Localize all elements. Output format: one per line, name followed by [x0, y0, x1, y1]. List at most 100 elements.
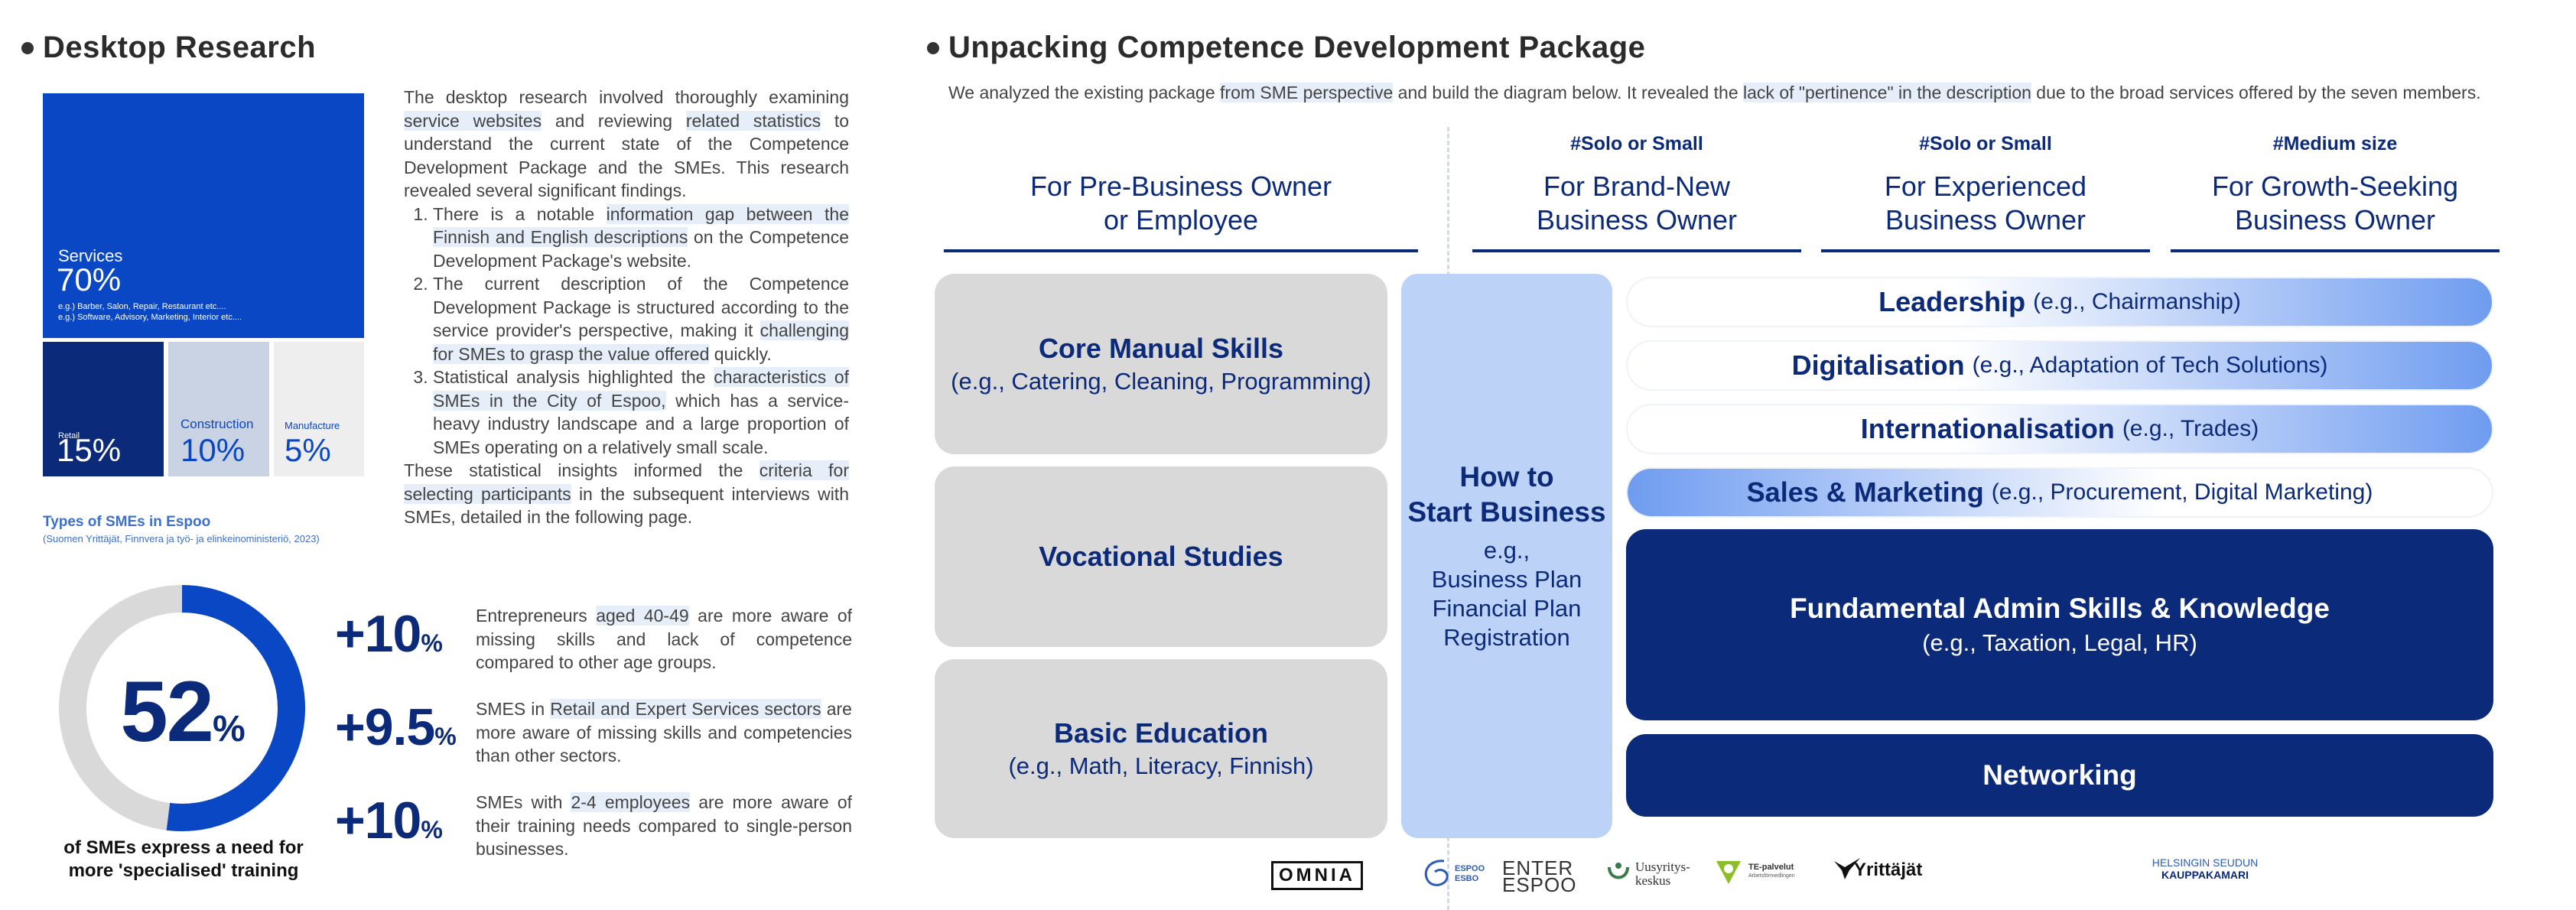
logo-text: ENTER — [1502, 856, 1574, 879]
stat-value: +10 — [335, 791, 421, 850]
text-span: SMEs with — [476, 792, 571, 812]
kauppakamari-logo: HELSINGIN SEUDUN KAUPPAKAMARI — [2132, 856, 2278, 887]
pill-digitalisation: Digitalisation (e.g., Adaptation of Tech … — [1626, 340, 2493, 391]
bullet-dot — [927, 42, 939, 54]
column-tag: #Solo or Small — [1570, 133, 1703, 154]
header-line: Business Owner — [1885, 204, 2086, 236]
treemap-note: e.g.) Software, Advisory, Marketing, Int… — [58, 313, 242, 322]
header-line: For Brand-New — [1543, 171, 1731, 202]
pill-subtitle: (e.g., Procurement, Digital Marketing) — [1991, 479, 2373, 505]
text-span: Entrepreneurs — [476, 606, 597, 626]
box-title: Start Business — [1407, 496, 1606, 528]
enter-espoo-logo: ENTER ESPOO — [1502, 855, 1586, 896]
section-title-desktop-research: Desktop Research — [43, 31, 317, 64]
stat-number: +10% — [335, 604, 443, 664]
column-header-experienced: For Experienced Business Owner — [1821, 170, 2150, 237]
highlight: lack of "pertinence" in the description — [1743, 83, 2031, 102]
donut-caption: of SMEs express a need for more 'special… — [31, 837, 337, 882]
example-line: Registration — [1443, 624, 1570, 651]
donut-arc — [59, 585, 305, 831]
treemap-source: (Suomen Yrittäjät, Finnvera ja työ- ja e… — [43, 533, 320, 544]
column-header-growth: For Growth-Seeking Business Owner — [2171, 170, 2500, 237]
desc-paragraph: These statistical insights informed the … — [404, 459, 849, 529]
pill-internationalisation: Internationalisation (e.g., Trades) — [1626, 404, 2493, 454]
treemap-retail: Retail 15% — [43, 342, 164, 476]
column-underline — [2171, 249, 2500, 252]
text-span: and build the diagram below. It revealed… — [1393, 83, 1744, 102]
highlight: Retail and Expert Services sectors — [550, 699, 821, 719]
box-title: Core Manual Skills — [1038, 333, 1284, 364]
box-basic-education: Basic Education (e.g., Math, Literacy, F… — [935, 659, 1387, 838]
pill-subtitle: (e.g., Trades) — [2122, 416, 2259, 441]
caption-line: more 'specialised' training — [68, 860, 299, 881]
pill-title: Digitalisation — [1791, 349, 1965, 381]
box-fundamental-admin: Fundamental Admin Skills & Knowledge (e.… — [1626, 529, 2493, 720]
logo-text: TE-palvelut — [1748, 863, 1794, 872]
treemap-label: Manufacture — [285, 420, 340, 431]
stat-value: +9.5 — [335, 698, 435, 756]
treemap-services: Services 70% e.g.) Barber, Salon, Repair… — [43, 93, 364, 338]
example-line: Financial Plan — [1432, 595, 1582, 622]
desc-paragraph: The desktop research involved thoroughly… — [404, 86, 849, 203]
treemap-value: 15% — [57, 432, 122, 468]
column-underline — [944, 249, 1418, 252]
sprout-icon — [1608, 863, 1629, 879]
box-core-manual-skills: Core Manual Skills (e.g., Catering, Clea… — [935, 274, 1387, 454]
bullet-dot — [21, 42, 34, 54]
stat-text: SMEs with 2-4 employees are more aware o… — [476, 791, 852, 861]
text-span: The desktop research involved thoroughly… — [404, 87, 849, 107]
treemap-manufacture: Manufacture 5% — [274, 342, 364, 476]
intro-text: We analyzed the existing package from SM… — [948, 83, 2481, 103]
text-span: SMES in — [476, 699, 551, 719]
header-line: For Experienced — [1884, 171, 2087, 202]
pill-subtitle: (e.g., Adaptation of Tech Solutions) — [1972, 353, 2328, 378]
example-line: Business Plan — [1431, 566, 1582, 593]
pill-title: Internationalisation — [1860, 413, 2115, 444]
findings-list: There is a notable information gap betwe… — [404, 203, 849, 460]
stat-text: Entrepreneurs aged 40-49 are more aware … — [476, 604, 852, 674]
text-span: to understand the current state of the C… — [404, 110, 849, 201]
bird-icon — [1834, 858, 1860, 879]
header-line: For Growth-Seeking — [2211, 171, 2459, 202]
column-header-brand-new: For Brand-New Business Owner — [1472, 170, 1801, 237]
box-subtitle: (e.g., Taxation, Legal, HR) — [1922, 629, 2197, 656]
logo-text: keskus — [1635, 873, 1671, 888]
text-span: are more aware of missing skills and lac… — [476, 606, 853, 672]
donut-chart — [59, 585, 305, 831]
treemap-value: 10% — [181, 432, 246, 468]
section-title-unpacking: Unpacking Competence Development Package — [948, 31, 1646, 64]
text-span: and reviewing — [542, 110, 686, 131]
stat-value: +10 — [335, 605, 421, 663]
donut-value: 52% — [58, 662, 306, 761]
column-underline — [1472, 249, 1801, 252]
header-line: Business Owner — [1536, 204, 1738, 236]
logo-text: HELSINGIN SEUDUN — [2152, 856, 2259, 869]
column-tag: #Solo or Small — [1919, 133, 2052, 154]
text-span: on the Competence Development Package's … — [433, 227, 849, 271]
treemap-label: Retail — [58, 431, 80, 440]
logo-text: Arbetsförmedlingen — [1748, 873, 1795, 879]
box-networking: Networking — [1626, 734, 2493, 817]
text-span: There is a notable — [433, 203, 607, 224]
text-span: in the subsequent interviews with SMEs, … — [404, 483, 849, 528]
box-subtitle: (e.g., Catering, Cleaning, Programming) — [951, 368, 1371, 395]
stat-number: +9.5% — [335, 697, 457, 757]
yrittajat-logo: Yrittäjät — [1834, 855, 1934, 890]
te-palvelut-logo: TE-palvelut Arbetsförmedlingen — [1713, 855, 1828, 890]
espoo-swirl-icon — [1424, 860, 1449, 886]
donut-number: 52 — [120, 664, 214, 759]
treemap-label: Services — [58, 246, 123, 265]
column-tag: #Medium size — [2272, 133, 2398, 154]
logo-text: ESPOO — [1455, 864, 1485, 873]
column-underline — [1821, 249, 2150, 252]
header-line: or Employee — [1103, 204, 1259, 236]
text-span: We analyzed the existing package — [948, 83, 1221, 102]
espoo-logo: ESPOO ESBO — [1421, 855, 1485, 893]
treemap-caption: Types of SMEs in Espoo — [43, 514, 211, 530]
highlight: related statistics — [685, 110, 821, 131]
box-how-to-start-business: How to Start Business e.g., Business Pla… — [1401, 274, 1612, 838]
text-span: are more aware of their training needs c… — [476, 792, 853, 859]
caption-line: of SMEs express a need for — [63, 837, 304, 858]
highlight: from SME perspective — [1220, 83, 1394, 102]
pill-title: Sales & Marketing — [1746, 476, 1984, 508]
